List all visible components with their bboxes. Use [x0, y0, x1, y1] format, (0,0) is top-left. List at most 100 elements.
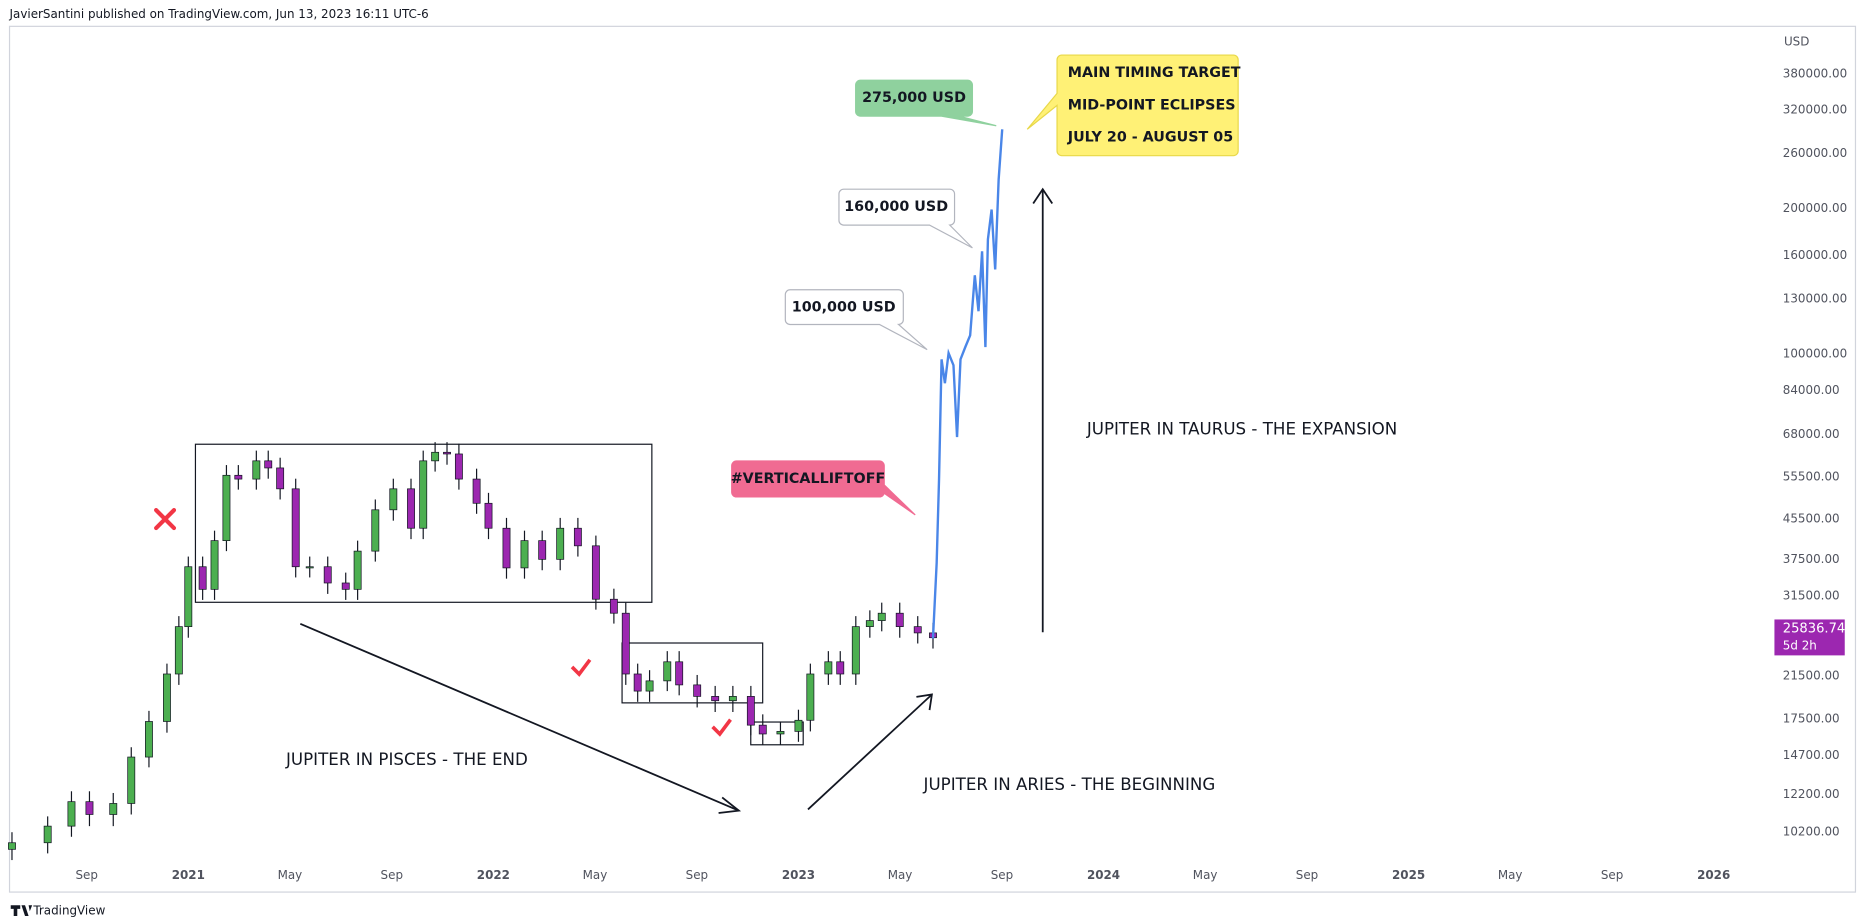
candle-body: [711, 696, 720, 702]
candle-body: [776, 731, 785, 735]
candle-body: [305, 566, 314, 569]
x-tick-label: May: [1193, 868, 1218, 882]
candle-body: [234, 474, 243, 480]
x-tick-label: May: [278, 868, 303, 882]
callout: [784, 289, 928, 351]
header: JavierSantini published on TradingView.c…: [9, 7, 429, 21]
candle-body: [264, 460, 273, 469]
check-mark: [570, 658, 592, 677]
callout: [838, 188, 973, 249]
candle-body: [758, 724, 767, 735]
candle-body: [341, 582, 350, 590]
candle-body: [431, 451, 440, 462]
candle-body: [693, 684, 702, 697]
y-tick-label: 12200.00: [1783, 787, 1840, 801]
x-tick-label: Sep: [1601, 868, 1623, 882]
frame: [8, 25, 1857, 893]
x-tick-label: 2022: [477, 868, 510, 882]
y-tick-label: 130000.00: [1783, 291, 1847, 305]
y-tick-label: 260000.00: [1783, 146, 1847, 160]
candle-body: [291, 488, 300, 568]
y-tick-label: 84000.00: [1783, 383, 1840, 397]
candle-body: [472, 478, 481, 504]
candle-body: [913, 626, 922, 634]
footer: TradingView: [10, 904, 106, 918]
last-price: 25836.74: [1783, 622, 1845, 637]
candle-body: [67, 801, 76, 827]
candle-body: [633, 673, 642, 692]
projection-line: [931, 129, 1004, 639]
y-tick-label: 380000.00: [1783, 66, 1847, 80]
y-tick-label: 37500.00: [1783, 552, 1840, 566]
candle-body: [591, 545, 600, 600]
arrows: [299, 187, 1054, 814]
callout-text: #VERTICALLIFTOFF: [731, 471, 886, 487]
x-tick-label: 2021: [172, 868, 205, 882]
last-price-box: [1774, 619, 1845, 656]
candle-body: [454, 453, 463, 480]
y-tick-label: 45500.00: [1783, 511, 1840, 525]
candle-body: [210, 540, 219, 590]
logo: [10, 905, 33, 917]
candle-body: [407, 488, 415, 529]
candle-body: [389, 488, 398, 511]
candle-body: [728, 696, 737, 702]
callout-text: 100,000 USD: [792, 300, 896, 316]
candle-body: [371, 509, 380, 552]
x-tick-label: 2023: [782, 868, 815, 882]
candle-body: [877, 612, 886, 621]
target-text: MAIN TIMING TARGET: [1068, 65, 1241, 81]
y-tick-label: 31500.00: [1783, 588, 1840, 602]
x-tick-label: Sep: [381, 868, 403, 882]
y-tick-label: 68000.00: [1783, 427, 1840, 441]
y-tick-label: 320000.00: [1783, 102, 1847, 116]
footer-text: TradingView: [32, 904, 105, 918]
candle-body: [556, 527, 565, 560]
candle-body: [609, 598, 618, 614]
candle-body: [198, 566, 207, 590]
x-tick-label: May: [583, 868, 608, 882]
x-tick-label: 2026: [1697, 868, 1730, 882]
candle-body: [222, 474, 231, 542]
candle-body: [675, 661, 684, 686]
target-text: JULY 20 - AUGUST 05: [1067, 130, 1233, 146]
candle-body: [127, 756, 136, 804]
candle-body: [109, 803, 118, 815]
candle-body: [806, 673, 815, 721]
candle-body: [621, 612, 630, 675]
candle-body: [163, 673, 171, 722]
candle-body: [184, 566, 193, 628]
y-tick-label: 21500.00: [1783, 668, 1840, 682]
candle-body: [419, 460, 428, 529]
target-box: [1026, 54, 1239, 157]
currency-label: USD: [1784, 34, 1809, 48]
candle-body: [520, 540, 529, 569]
x-tick-label: Sep: [1296, 868, 1318, 882]
candle-body: [645, 680, 654, 692]
cross-mark: [154, 507, 177, 531]
y-tick-label: 200000.00: [1783, 201, 1847, 215]
phase-label: JUPITER IN TAURUS - THE EXPANSION: [1086, 418, 1397, 438]
candle-body: [851, 626, 860, 675]
x-tick-label: Sep: [686, 868, 708, 882]
candle-body: [824, 661, 833, 675]
candle-body: [323, 566, 332, 584]
x-tick-label: 2025: [1392, 868, 1425, 882]
candle-body: [573, 527, 582, 547]
candle-body: [538, 540, 547, 560]
callout-text: 160,000 USD: [844, 199, 948, 215]
candle-body: [43, 825, 52, 844]
target-text: MID-POINT ECLIPSES: [1068, 97, 1236, 113]
candle-body: [85, 801, 94, 815]
x-tick-label: Sep: [991, 868, 1013, 882]
candle-body: [865, 620, 874, 628]
candle-body: [276, 467, 285, 490]
x-tick-label: May: [888, 868, 913, 882]
y-tick-label: 55500.00: [1783, 470, 1840, 484]
candle-body: [895, 612, 904, 628]
x-tick-label: May: [1498, 868, 1523, 882]
candle-body: [484, 502, 493, 529]
y-tick-label: 100000.00: [1783, 346, 1847, 360]
